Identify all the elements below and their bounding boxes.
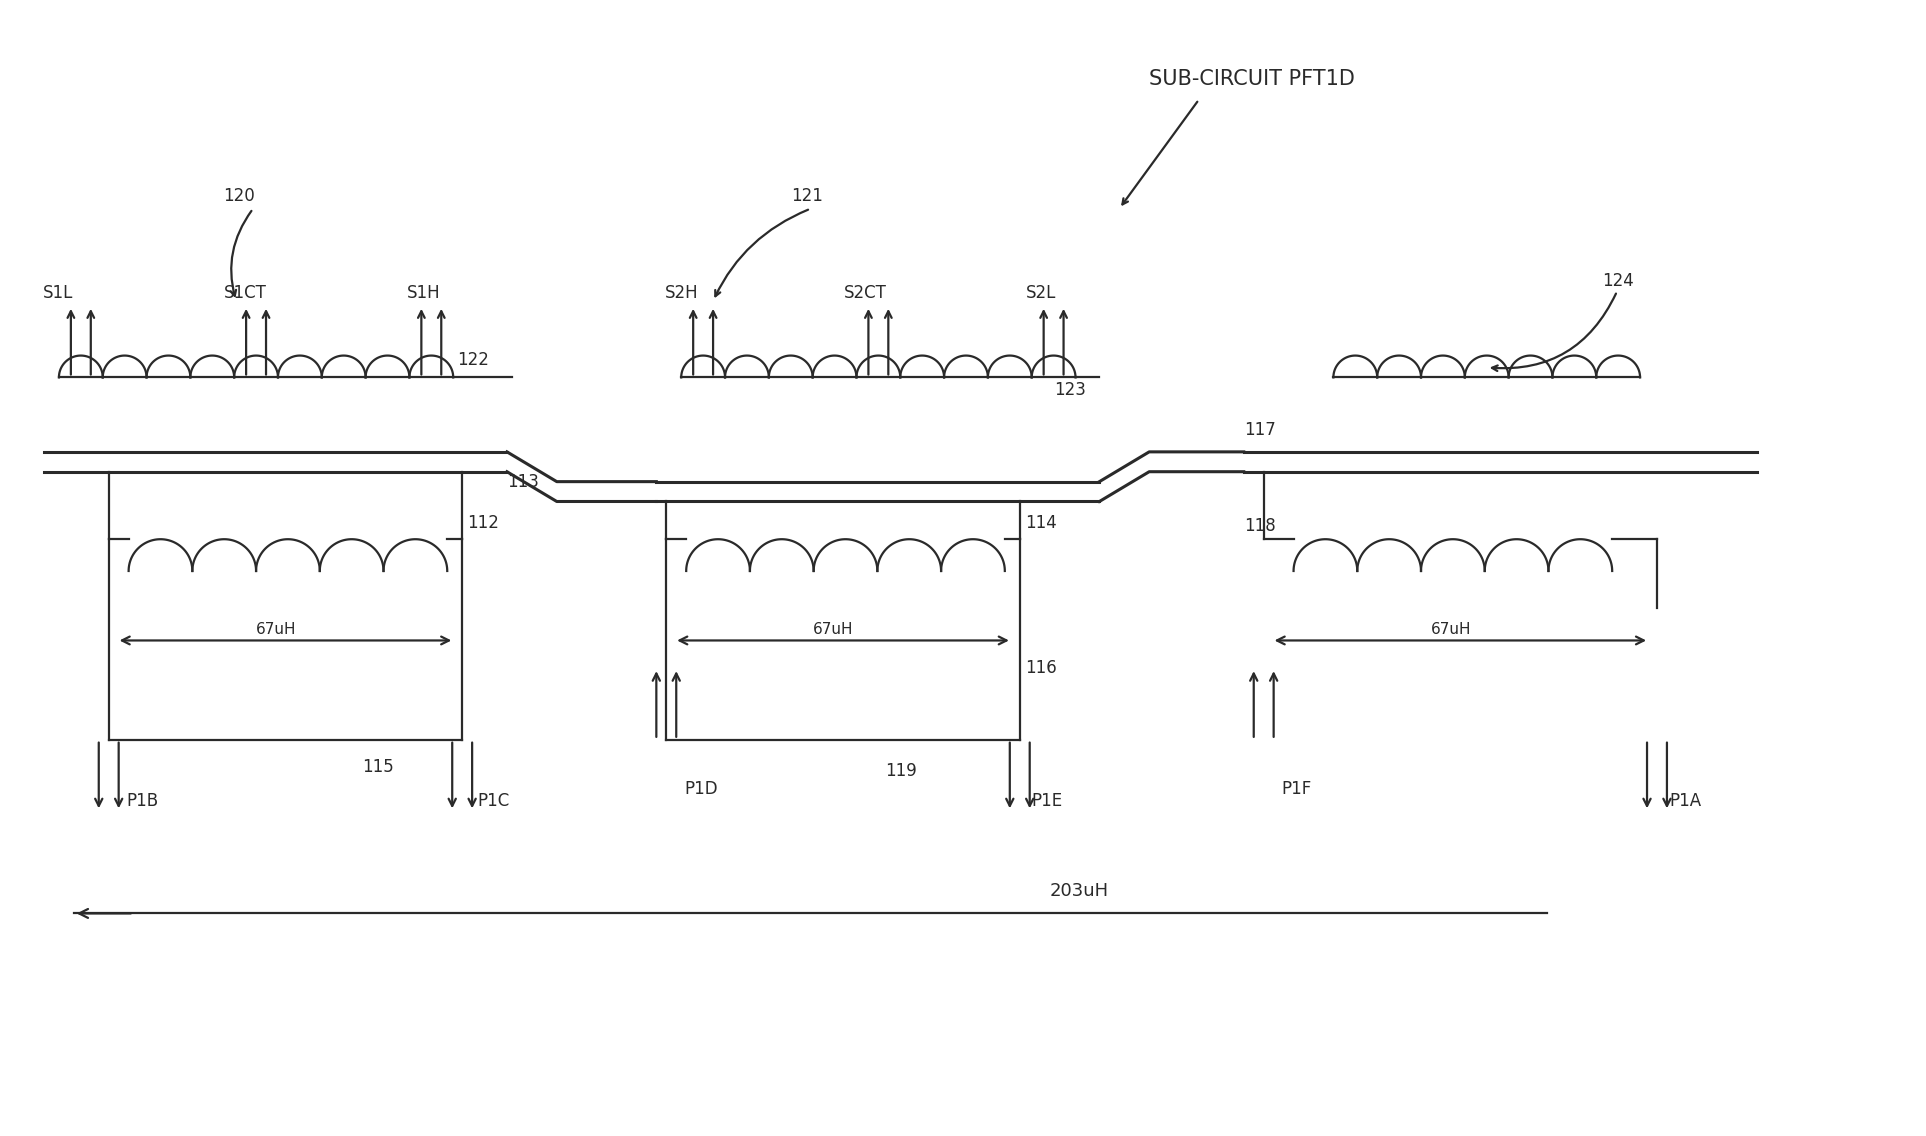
Text: 117: 117 [1244, 421, 1275, 438]
Text: 123: 123 [1055, 382, 1086, 399]
Text: 113: 113 [507, 473, 539, 491]
Text: S2CT: S2CT [844, 284, 886, 302]
Text: 203uH: 203uH [1050, 882, 1109, 900]
Text: 124: 124 [1602, 273, 1633, 290]
Text: S2H: S2H [664, 284, 699, 302]
Text: S1L: S1L [42, 284, 73, 302]
Text: P1C: P1C [478, 792, 508, 810]
Text: SUB-CIRCUIT PFT1D: SUB-CIRCUIT PFT1D [1150, 68, 1356, 89]
Text: 121: 121 [792, 186, 822, 204]
Text: 114: 114 [1025, 515, 1057, 533]
Text: 115: 115 [362, 759, 395, 777]
Text: P1E: P1E [1032, 792, 1063, 810]
Text: P1D: P1D [684, 780, 718, 799]
Text: 120: 120 [223, 186, 254, 204]
Text: 116: 116 [1025, 659, 1057, 677]
Text: P1A: P1A [1670, 792, 1701, 810]
Text: 67uH: 67uH [813, 621, 853, 636]
Text: S2L: S2L [1027, 284, 1055, 302]
Text: 67uH: 67uH [256, 621, 297, 636]
Text: 112: 112 [468, 515, 499, 533]
Text: 118: 118 [1244, 517, 1275, 535]
Text: P1B: P1B [127, 792, 158, 810]
Text: S1H: S1H [406, 284, 439, 302]
Text: 119: 119 [886, 762, 917, 780]
Text: P1F: P1F [1281, 780, 1312, 799]
Text: 67uH: 67uH [1431, 621, 1471, 636]
Text: S1CT: S1CT [223, 284, 268, 302]
Text: 122: 122 [456, 351, 489, 369]
